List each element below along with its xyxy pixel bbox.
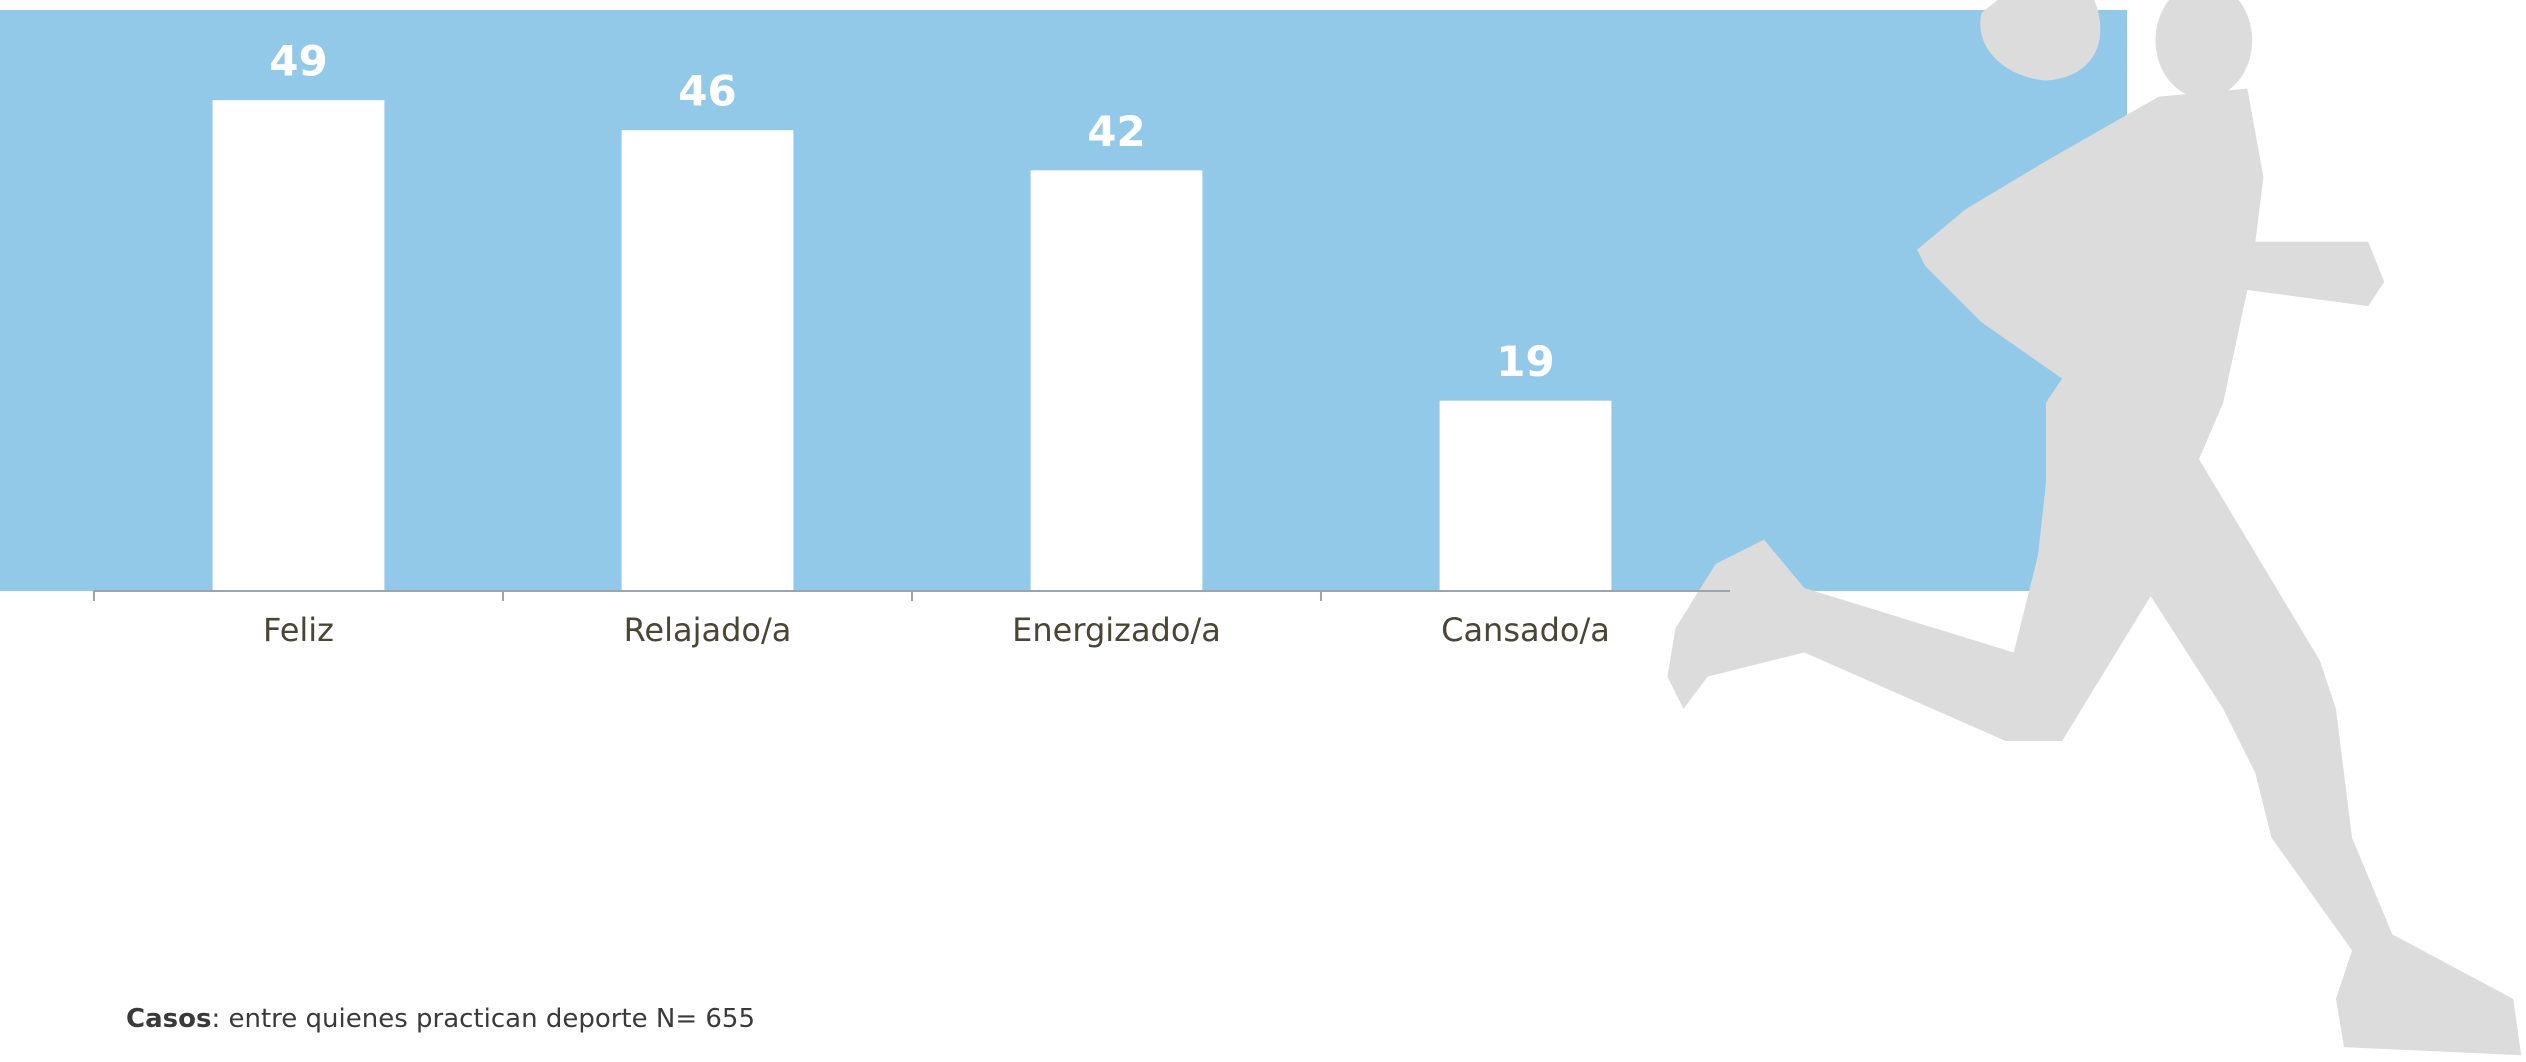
- x-tick-label: Energizado/a: [1012, 611, 1221, 649]
- bar: [1439, 400, 1612, 591]
- x-tick-label: Feliz: [263, 611, 334, 649]
- bar: [621, 130, 794, 591]
- value-label: 19: [1496, 337, 1554, 386]
- value-label: 46: [678, 67, 736, 116]
- value-label: 49: [269, 37, 327, 86]
- x-tick-label: Cansado/a: [1441, 611, 1610, 649]
- footnote-text: : entre quienes practican deporte N= 655: [211, 1004, 755, 1034]
- footnote: Casos: entre quienes practican deporte N…: [126, 1004, 755, 1034]
- footnote-label: Casos: [126, 1004, 211, 1034]
- runner-silhouette: [1667, 0, 2522, 1056]
- bar: [212, 100, 385, 591]
- x-tick-label: Relajado/a: [624, 611, 792, 649]
- value-label: 42: [1087, 107, 1145, 156]
- bar: [1030, 170, 1203, 591]
